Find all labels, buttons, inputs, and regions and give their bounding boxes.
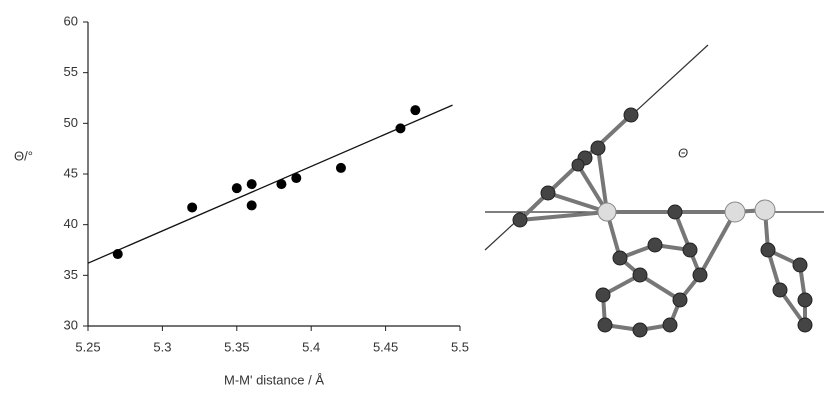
x-tick-label: 5.5 <box>451 339 469 354</box>
data-point <box>410 105 420 115</box>
x-tick-label: 5.3 <box>153 339 171 354</box>
y-tick-label: 50 <box>64 115 78 130</box>
figure: Θ Θ/° M-M' distance / Å 30 35 40 45 50 55 60 5.… <box>0 0 824 393</box>
y-tick-label: 35 <box>64 267 78 282</box>
angle-label: Θ <box>678 145 688 160</box>
data-point <box>291 173 301 183</box>
y-tick-label: 60 <box>64 13 78 28</box>
molecule-diagram: Θ <box>485 45 824 337</box>
data-point <box>276 179 286 189</box>
data-point <box>247 179 257 189</box>
data-point <box>187 202 197 212</box>
x-tick-label: 5.45 <box>373 339 398 354</box>
y-axis-label: Θ/° <box>14 148 33 163</box>
data-point <box>336 163 346 173</box>
y-tick-label: 55 <box>64 64 78 79</box>
y-tick-label: 30 <box>64 317 78 332</box>
x-axis-label: M-M' distance / Å <box>224 372 324 387</box>
data-point <box>232 183 242 193</box>
data-point <box>395 123 405 133</box>
x-tick-label: 5.35 <box>224 339 249 354</box>
y-tick-label: 45 <box>64 165 78 180</box>
x-tick-label: 5.25 <box>75 339 100 354</box>
x-tick-label: 5.4 <box>302 339 320 354</box>
data-point <box>247 200 257 210</box>
data-point <box>113 249 123 259</box>
y-tick-label: 40 <box>64 216 78 231</box>
